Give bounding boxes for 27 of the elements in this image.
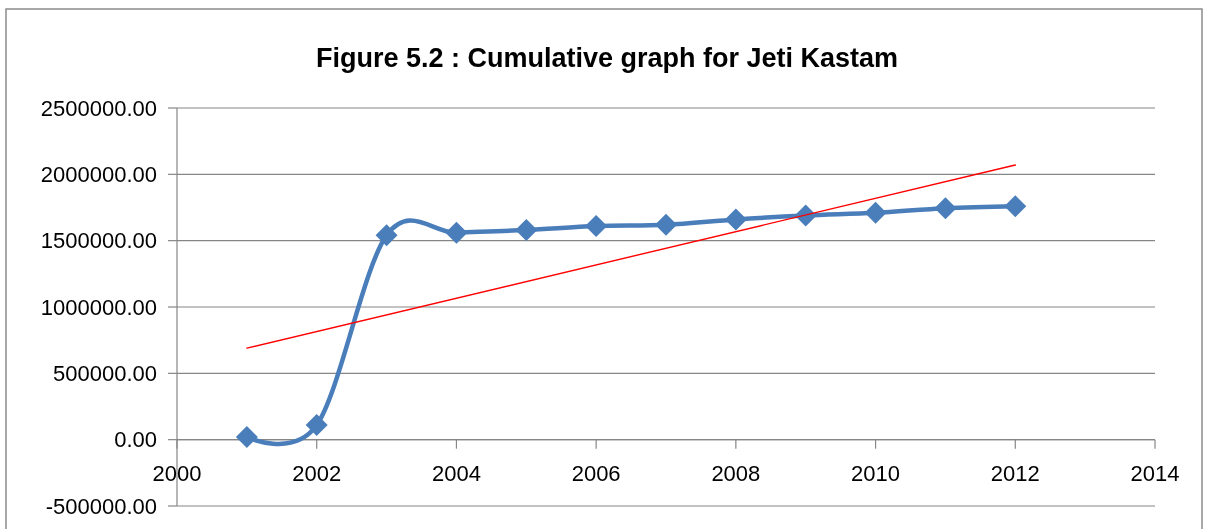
point [934, 197, 957, 220]
y-tick-label: 1500000.00 [40, 228, 157, 254]
point [724, 208, 747, 231]
x-tick-label: 2008 [711, 461, 761, 487]
y-tick-label: 0.00 [114, 427, 157, 453]
point [585, 215, 608, 238]
x-tick-label: 2010 [851, 461, 901, 487]
point [864, 201, 887, 224]
x-tick-label: 2012 [990, 461, 1040, 487]
chart-title: Figure 5.2 : Cumulative graph for Jeti Kastam [315, 43, 899, 73]
x-tick-label: 2006 [571, 461, 621, 487]
x-tick-label: 2014 [1130, 461, 1180, 487]
y-tick-label: 2500000.00 [40, 95, 157, 121]
y-tick-label: 500000.00 [53, 361, 157, 387]
point [655, 213, 677, 236]
y-tick-label: 2000000.00 [40, 162, 157, 188]
point [515, 219, 538, 242]
y-tick-label: -500000.00 [45, 493, 157, 519]
point [1004, 195, 1027, 218]
point [375, 224, 398, 247]
x-tick-label: 2004 [431, 461, 481, 487]
point [235, 426, 258, 449]
y-tick-label: 1000000.00 [40, 294, 157, 320]
x-tick-label: 2000 [152, 461, 202, 487]
point [305, 414, 328, 437]
x-tick-label: 2002 [292, 461, 342, 487]
point [445, 221, 468, 244]
